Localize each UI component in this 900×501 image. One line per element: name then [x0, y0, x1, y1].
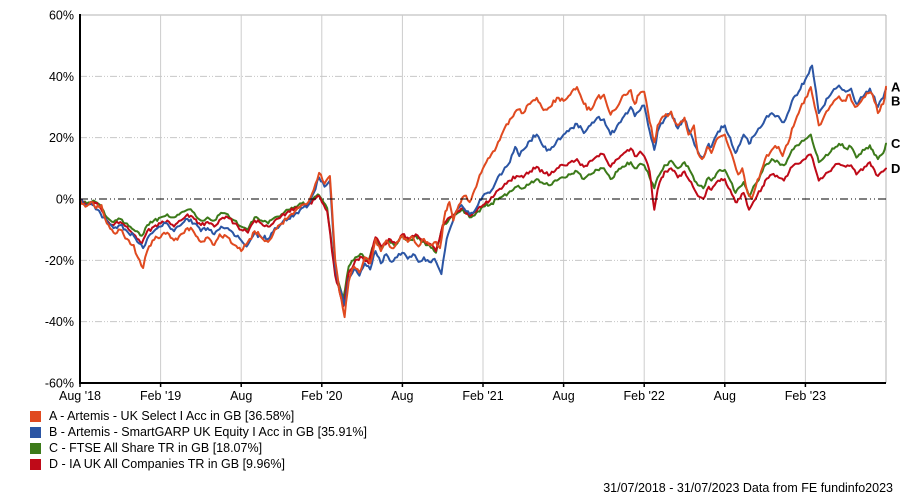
- legend-item-b: B - Artemis - SmartGARP UK Equity I Acc …: [30, 424, 367, 440]
- y-axis-label: -60%: [45, 377, 74, 391]
- legend-swatch-1: [30, 426, 41, 438]
- series-end-label-a: A: [891, 79, 900, 94]
- x-axis-label: Feb '21: [462, 389, 503, 403]
- x-axis-label: Aug '18: [59, 389, 101, 403]
- series-line-b: [79, 64, 887, 306]
- y-axis-label: 20%: [49, 131, 74, 145]
- legend-label-a: A - Artemis - UK Select I Acc in GB [36.…: [49, 409, 295, 423]
- chart-legend: A - Artemis - UK Select I Acc in GB [36.…: [30, 408, 367, 472]
- y-axis-label: 40%: [49, 70, 74, 84]
- series-end-label-b: B: [891, 93, 900, 108]
- date-range-caption: 31/07/2018 - 31/07/2023 Data from FE fun…: [603, 481, 893, 495]
- legend-item-c: C - FTSE All Share TR in GB [18.07%]: [30, 440, 367, 456]
- legend-label-b: B - Artemis - SmartGARP UK Equity I Acc …: [49, 425, 367, 439]
- legend-item-a: A - Artemis - UK Select I Acc in GB [36.…: [30, 408, 367, 424]
- y-axis-label: -40%: [45, 315, 74, 329]
- x-axis-label: Aug: [230, 389, 252, 403]
- x-axis-label: Feb '22: [624, 389, 665, 403]
- series-line-a: [79, 85, 887, 319]
- x-axis-label: Feb '23: [785, 389, 826, 403]
- series-end-label-d: D: [891, 161, 900, 176]
- y-axis-label: -20%: [45, 254, 74, 268]
- x-axis-label: Aug: [714, 389, 736, 403]
- legend-swatch-3: [30, 458, 41, 470]
- legend-label-d: D - IA UK All Companies TR in GB [9.96%]: [49, 457, 285, 471]
- legend-swatch-0: [30, 410, 41, 422]
- x-axis-label: Feb '19: [140, 389, 181, 403]
- series-line-d: [79, 147, 887, 308]
- legend-swatch-2: [30, 442, 41, 454]
- y-axis-label: 60%: [49, 9, 74, 23]
- x-axis-label: Aug: [552, 389, 574, 403]
- x-axis-label: Feb '20: [301, 389, 342, 403]
- x-axis-label: Aug: [391, 389, 413, 403]
- legend-item-d: D - IA UK All Companies TR in GB [9.96%]: [30, 456, 367, 472]
- legend-label-c: C - FTSE All Share TR in GB [18.07%]: [49, 441, 263, 455]
- y-axis-label: 0%: [56, 193, 74, 207]
- series-end-label-c: C: [891, 136, 900, 151]
